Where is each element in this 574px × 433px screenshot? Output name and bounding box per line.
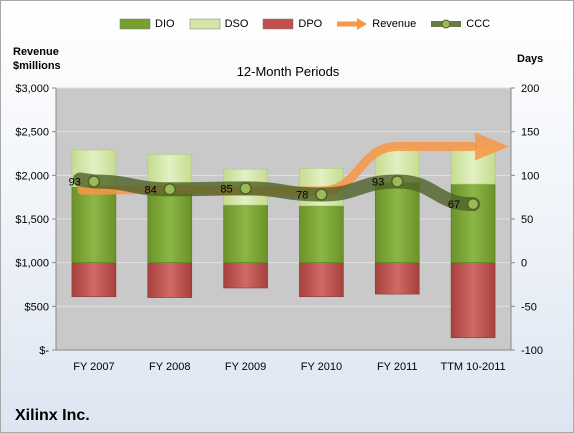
- left-tick-label: $-: [39, 345, 49, 357]
- dio-bar: [299, 205, 344, 263]
- right-tick-label: -50: [521, 301, 537, 313]
- dpo-bar: [71, 262, 117, 298]
- left-axis-title: Revenue $millions: [13, 45, 61, 73]
- legend-swatch: [263, 18, 294, 30]
- left-axis-title-text: Revenue $millions: [13, 46, 61, 72]
- left-tick-label: $1,500: [15, 214, 49, 226]
- ccc-point: [163, 183, 176, 196]
- revenue-arrowhead: [475, 132, 510, 161]
- right-tick-label: 150: [521, 127, 539, 139]
- right-axis-title: Days: [517, 53, 544, 65]
- legend-label: DPO: [298, 18, 323, 30]
- right-tick-label: 0: [521, 258, 527, 270]
- ccc-data-label: 78: [296, 190, 308, 202]
- x-tick-label: FY 2009: [225, 361, 266, 373]
- dpo-bar: [147, 262, 193, 298]
- legend-swatch: [431, 19, 462, 29]
- left-tick-label: $2,500: [15, 127, 49, 139]
- dio-bar: [223, 204, 268, 263]
- x-tick-label: FY 2010: [301, 361, 342, 373]
- dpo-bar: [374, 262, 420, 295]
- left-tick-label: $1,000: [15, 258, 49, 270]
- company-name: Xilinx Inc.: [15, 407, 90, 424]
- legend-label: Revenue: [372, 18, 417, 30]
- legend-item: DIO: [119, 17, 175, 31]
- legend-swatch: [337, 18, 368, 30]
- right-tick-label: -100: [521, 345, 543, 357]
- ccc-point: [239, 182, 252, 195]
- ccc-point: [315, 188, 328, 201]
- right-tick-label: 100: [521, 170, 539, 182]
- ccc-data-label: 93: [372, 176, 384, 188]
- dio-bar: [374, 182, 420, 263]
- legend-swatch: [119, 18, 151, 30]
- ccc-data-label: 67: [448, 199, 460, 211]
- ccc-data-label: 84: [145, 184, 157, 196]
- legend-item: DSO: [189, 17, 249, 31]
- dio-bar: [147, 189, 193, 263]
- dpo-bar: [299, 262, 344, 298]
- dpo-bar: [223, 262, 268, 289]
- legend: DIO DSO DPO Revenue CCC: [119, 16, 504, 32]
- x-tick-label: FY 2011: [377, 361, 418, 373]
- x-tick-label: FY 2007: [73, 361, 114, 373]
- legend-label: CCC: [466, 18, 491, 30]
- ccc-point: [87, 175, 101, 188]
- legend-label: DSO: [224, 18, 249, 30]
- right-tick-label: 50: [521, 214, 533, 226]
- ccc-point: [391, 175, 404, 188]
- dio-bar: [71, 186, 117, 263]
- dpo-bar: [450, 262, 496, 339]
- left-tick-label: $3,000: [15, 83, 49, 95]
- legend-swatch: [189, 18, 220, 30]
- x-tick-label: FY 2008: [149, 361, 190, 373]
- legend-item: CCC: [430, 17, 490, 31]
- left-tick-label: $2,000: [15, 170, 49, 182]
- legend-item: Revenue: [336, 17, 416, 31]
- ccc-data-label: 85: [220, 183, 232, 195]
- right-tick-label: 200: [521, 83, 539, 95]
- ccc-line: [72, 172, 481, 212]
- x-tick-label: TTM 10-2011: [440, 361, 505, 373]
- left-tick-label: $500: [25, 301, 49, 313]
- ccc-point: [466, 197, 480, 211]
- ccc-data-label: 93: [69, 176, 81, 188]
- legend-item: DPO: [262, 17, 322, 31]
- chart-subtitle: 12-Month Periods: [236, 64, 340, 79]
- legend-label: DIO: [155, 18, 175, 30]
